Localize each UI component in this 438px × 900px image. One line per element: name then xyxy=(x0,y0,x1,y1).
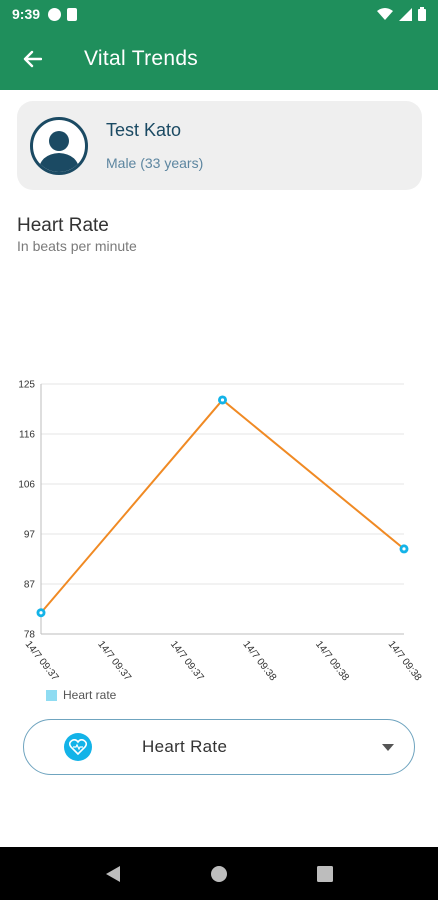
nav-home-button[interactable] xyxy=(199,854,239,894)
app-bar: Vital Trends xyxy=(0,28,438,90)
x-tick-label: 14/7 09:38 xyxy=(313,639,351,683)
chart-svg: 78 87 97 106 116 125 14/7 09:37 14/7 09:37 14/7 … xyxy=(18,380,424,684)
nav-home-icon xyxy=(211,865,227,882)
status-bar: 9:39 xyxy=(0,0,438,28)
system-nav-bar xyxy=(0,847,438,900)
wifi-icon xyxy=(377,7,393,20)
heart-pulse-icon xyxy=(64,733,92,761)
y-tick-label: 106 xyxy=(18,480,35,491)
status-time: 9:39 xyxy=(12,6,41,22)
patient-card: Test Kato Male (33 years) xyxy=(17,101,422,190)
x-tick-label: 14/7 09:37 xyxy=(95,639,133,683)
patient-name: Test Kato xyxy=(106,120,182,140)
series-line xyxy=(40,398,405,614)
nav-recents-icon xyxy=(317,865,333,882)
x-tick-label: 14/7 09:38 xyxy=(240,639,278,683)
notification-icon xyxy=(48,7,62,21)
person-silhouette-icon xyxy=(38,130,80,172)
y-tick-label: 125 xyxy=(18,380,35,391)
chart-legend: Heart rate xyxy=(46,688,116,702)
data-point-center xyxy=(402,547,406,551)
chart-subtitle: In beats per minute xyxy=(17,238,137,254)
back-button[interactable] xyxy=(4,28,60,90)
battery-icon xyxy=(418,7,426,21)
x-tick-label: 14/7 09:37 xyxy=(168,639,206,683)
data-point-center xyxy=(39,611,43,615)
legend-swatch xyxy=(46,689,57,701)
sd-card-icon xyxy=(67,7,78,21)
y-tick-label: 87 xyxy=(24,580,36,591)
patient-info: Test Kato Male (33 years) xyxy=(106,120,203,171)
page-title: Vital Trends xyxy=(84,47,199,70)
y-tick-label: 116 xyxy=(19,430,35,441)
nav-back-icon xyxy=(106,865,120,882)
legend-label: Heart rate xyxy=(63,688,117,702)
caret-down-icon xyxy=(382,743,394,751)
chart-title: Heart Rate xyxy=(17,215,109,236)
vital-type-dropdown[interactable]: Heart Rate xyxy=(23,719,415,775)
y-tick-label: 97 xyxy=(24,530,36,541)
x-tick-label: 14/7 09:37 xyxy=(23,639,61,683)
nav-back-button[interactable] xyxy=(93,854,133,894)
vital-type-selected: Heart Rate xyxy=(142,737,228,756)
patient-gender-age: Male (33 years) xyxy=(106,155,204,171)
cell-signal-icon xyxy=(399,7,412,21)
heart-rate-chart: 78 87 97 106 116 125 14/7 09:37 14/7 09:37 14/7 … xyxy=(0,370,438,710)
status-right-icons xyxy=(377,7,426,21)
arrow-left-icon xyxy=(23,50,42,68)
y-tick-label: 78 xyxy=(24,630,36,641)
x-tick-label: 14/7 09:38 xyxy=(386,639,424,683)
nav-recents-button[interactable] xyxy=(305,854,345,894)
avatar xyxy=(30,116,88,175)
data-point-center xyxy=(220,398,225,402)
